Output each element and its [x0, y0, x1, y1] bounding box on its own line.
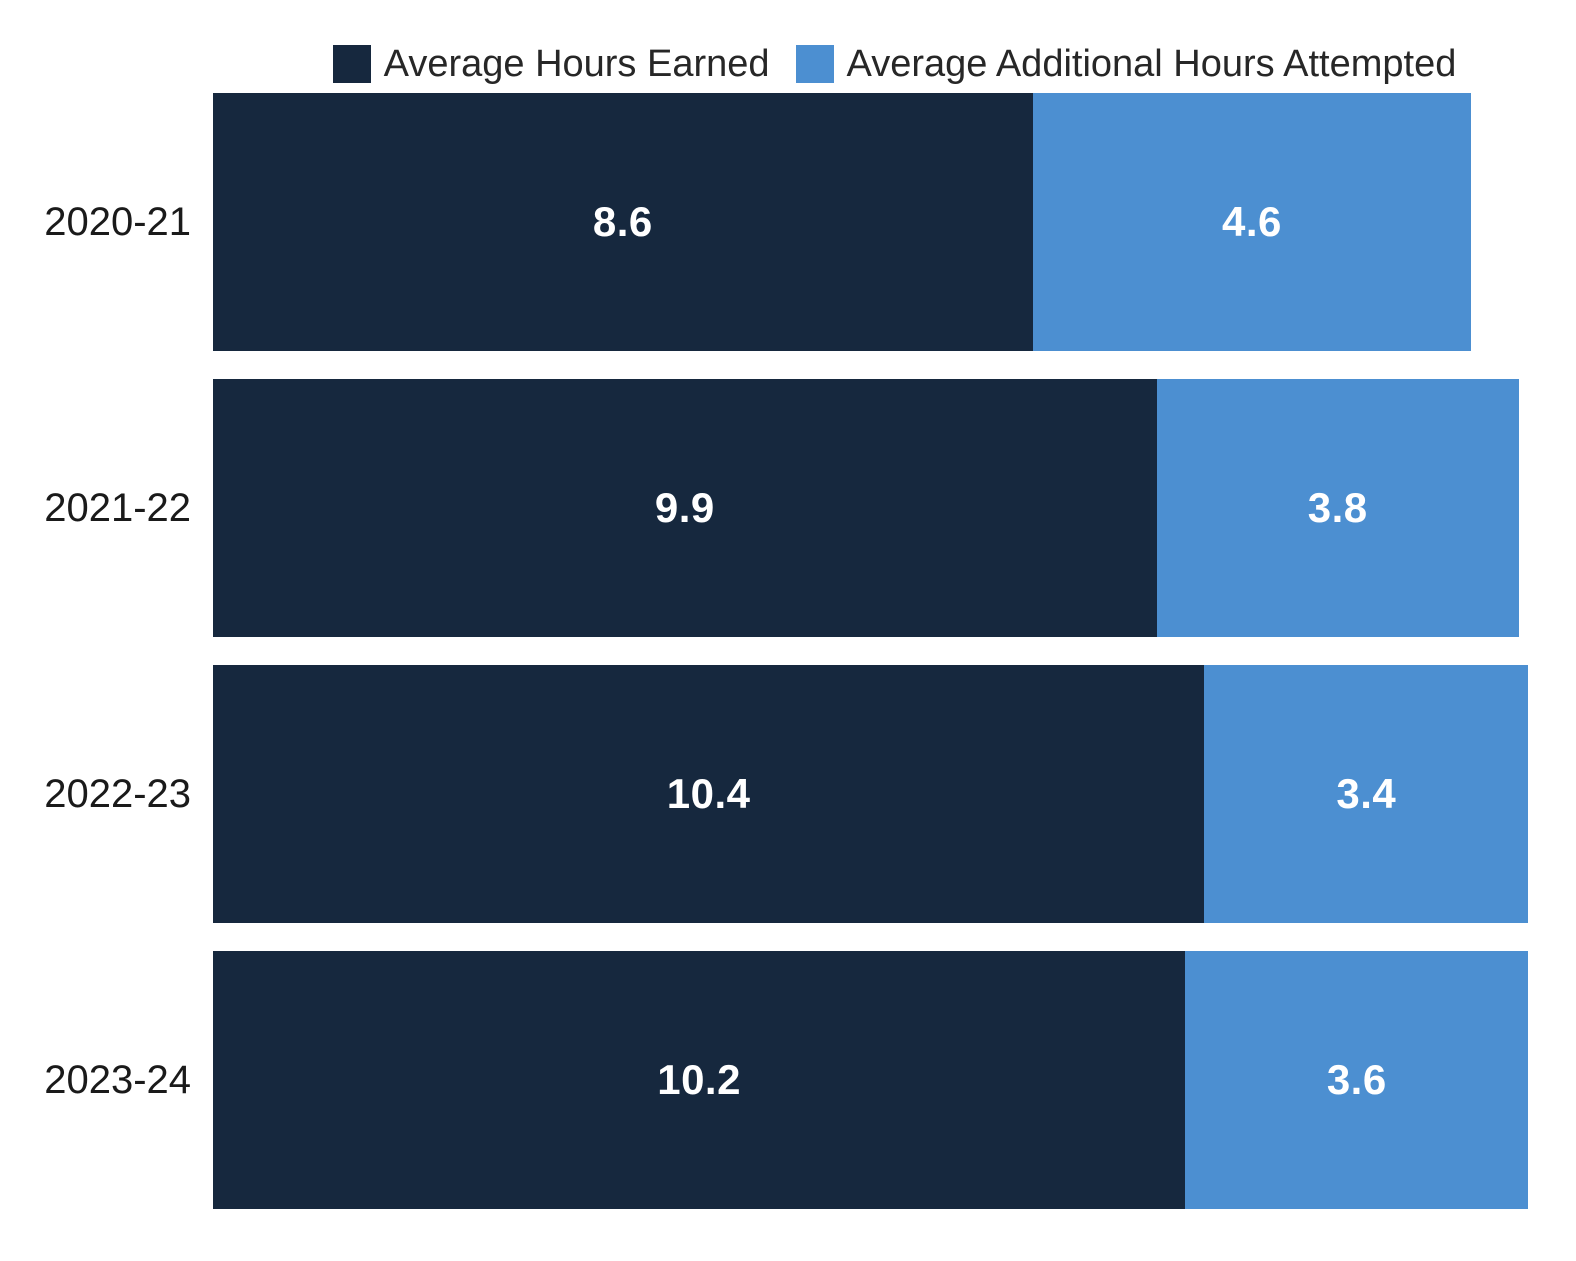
- bar-row-2023-24: 2023-24 10.2 3.6: [0, 951, 1576, 1209]
- bar-track: 8.6 4.6: [213, 93, 1576, 351]
- bar-value-label: 3.6: [1326, 1056, 1387, 1103]
- bar-segment-additional-attempted: 4.6: [1032, 93, 1472, 351]
- chart-plot-area: 2020-21 8.6 4.6 2021-22 9.9 3.8: [0, 93, 1576, 1209]
- bar-segment-additional-attempted: 3.8: [1156, 379, 1519, 637]
- bar-row-2020-21: 2020-21 8.6 4.6: [0, 93, 1576, 351]
- bar-value-label: 10.4: [666, 770, 751, 817]
- category-label: 2023-24: [44, 1057, 191, 1102]
- category-label: 2020-21: [44, 199, 191, 244]
- bar-segment-hours-earned: 10.4: [213, 665, 1205, 923]
- bar-track: 9.9 3.8: [213, 379, 1576, 637]
- category-label: 2021-22: [44, 485, 191, 530]
- bar-value-label: 10.2: [657, 1056, 741, 1103]
- legend-label-additional-attempted: Average Additional Hours Attempted: [846, 42, 1457, 85]
- bar-value-label: 8.6: [592, 198, 653, 245]
- legend-item-hours-earned: Average Hours Earned: [332, 42, 770, 86]
- legend-swatch-additional-attempted: [795, 45, 834, 83]
- legend-item-additional-attempted: Average Additional Hours Attempted: [795, 42, 1457, 86]
- bar-value-label: 3.4: [1336, 770, 1397, 817]
- bar-value-label: 4.6: [1221, 198, 1282, 245]
- legend-swatch-hours-earned: [332, 45, 371, 83]
- bar-segment-additional-attempted: 3.6: [1185, 951, 1529, 1209]
- bar-row-2022-23: 2022-23 10.4 3.4: [0, 665, 1576, 923]
- chart-legend: Average Hours Earned Average Additional …: [213, 0, 1576, 92]
- bar-track: 10.4 3.4: [213, 665, 1576, 923]
- category-label: 2022-23: [44, 771, 191, 816]
- bar-value-label: 3.8: [1307, 484, 1368, 531]
- bar-segment-additional-attempted: 3.4: [1204, 665, 1529, 923]
- bar-row-2021-22: 2021-22 9.9 3.8: [0, 379, 1576, 637]
- bar-value-label: 9.9: [654, 484, 715, 531]
- bar-segment-hours-earned: 10.2: [213, 951, 1186, 1209]
- bar-segment-hours-earned: 8.6: [213, 93, 1033, 351]
- bar-track: 10.2 3.6: [213, 951, 1576, 1209]
- legend-label-hours-earned: Average Hours Earned: [383, 42, 770, 85]
- bar-segment-hours-earned: 9.9: [213, 379, 1157, 637]
